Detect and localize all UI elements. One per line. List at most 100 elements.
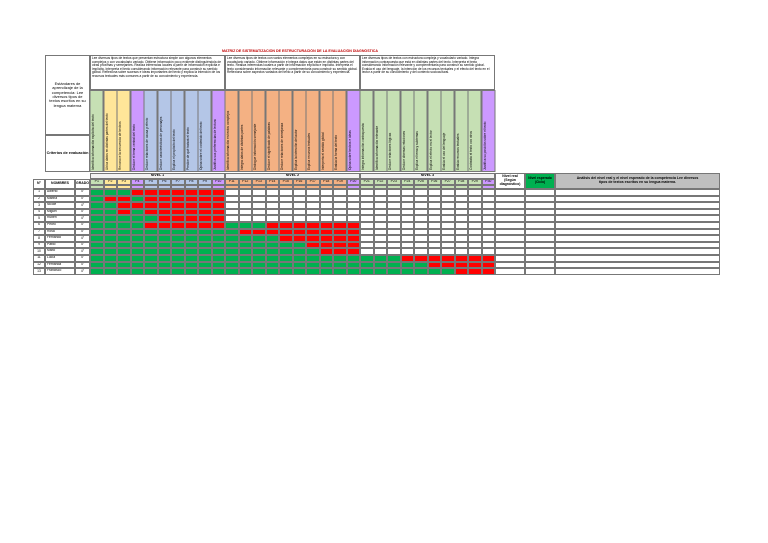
result-cell: [360, 195, 374, 203]
result-cell: [90, 241, 104, 249]
question-label: P25: [414, 179, 428, 185]
analysis-cell: [555, 261, 720, 269]
criterion: Identifica información relevante: [373, 90, 387, 172]
result-cell: [198, 228, 212, 236]
student-number: 10: [33, 248, 45, 255]
result-cell: [157, 241, 171, 249]
question-sub: [211, 185, 225, 189]
question-label: P11: [225, 179, 239, 185]
result-cell: [373, 222, 387, 229]
result-cell: [171, 228, 185, 236]
result-cell: [157, 268, 171, 275]
result-cell: [292, 268, 306, 275]
criterion: Explica recursos textuales: [306, 90, 320, 172]
result-cell: [265, 255, 279, 262]
result-cell: [279, 195, 293, 203]
result-cell: [319, 235, 333, 242]
result-cell: [103, 215, 117, 222]
result-cell: [238, 248, 252, 255]
result-cell: [427, 208, 441, 216]
question-label: P15: [279, 179, 293, 185]
result-cell: [144, 268, 158, 275]
result-cell: [360, 255, 374, 262]
result-cell: [265, 261, 279, 269]
result-cell: [130, 255, 144, 262]
result-cell: [468, 228, 482, 236]
criterion: Evalúa la forma del texto: [333, 90, 347, 172]
result-cell: [400, 241, 414, 249]
result-cell: [144, 241, 158, 249]
result-cell: [252, 255, 266, 262]
result-cell: [279, 241, 293, 249]
result-cell: [468, 208, 482, 216]
result-cell: [117, 195, 131, 203]
student-name: Fernando: [45, 235, 75, 242]
level-descriptor: Lee diversos tipos de textos con varios …: [225, 55, 360, 90]
result-cell: [400, 228, 414, 236]
result-cell: [346, 195, 360, 203]
result-cell: [306, 195, 320, 203]
real-level-cell: [495, 241, 525, 249]
result-cell: [211, 248, 225, 255]
result-cell: [373, 202, 387, 209]
student-name: Rosa: [45, 228, 75, 236]
question-sub: [333, 185, 347, 189]
real-level-cell: [495, 208, 525, 216]
question-label: P22: [373, 179, 387, 185]
criterion: Evalúa recursos textuales: [454, 90, 468, 172]
result-cell: [171, 261, 185, 269]
result-cell: [157, 261, 171, 269]
result-cell: [454, 235, 468, 242]
result-cell: [279, 235, 293, 242]
result-cell: [198, 268, 212, 275]
question-sub: [468, 185, 482, 189]
result-cell: [387, 235, 401, 242]
question-sub: [292, 185, 306, 189]
result-cell: [238, 202, 252, 209]
result-cell: [157, 195, 171, 203]
result-cell: [360, 222, 374, 229]
result-cell: [468, 261, 482, 269]
result-cell: [319, 255, 333, 262]
result-cell: [90, 195, 104, 203]
result-cell: [427, 228, 441, 236]
result-cell: [333, 241, 347, 249]
result-cell: [387, 261, 401, 269]
result-cell: [387, 241, 401, 249]
result-cell: [103, 189, 117, 196]
result-cell: [333, 195, 347, 203]
result-cell: [427, 268, 441, 275]
result-cell: [346, 189, 360, 196]
result-cell: [117, 215, 131, 222]
analysis-cell: [555, 248, 720, 255]
expected-level-cell: [525, 189, 555, 196]
student-grade: 4°: [75, 241, 90, 249]
result-cell: [360, 189, 374, 196]
criterion: Integra datos de distintas partes: [238, 90, 252, 172]
result-cell: [225, 235, 239, 242]
result-cell: [130, 195, 144, 203]
result-cell: [265, 208, 279, 216]
result-cell: [306, 222, 320, 229]
result-cell: [184, 261, 198, 269]
result-cell: [238, 222, 252, 229]
result-cell: [279, 255, 293, 262]
result-cell: [265, 228, 279, 236]
result-cell: [130, 261, 144, 269]
result-cell: [454, 189, 468, 196]
result-cell: [481, 261, 495, 269]
result-cell: [184, 189, 198, 196]
result-cell: [157, 248, 171, 255]
question-sub: [279, 185, 293, 189]
result-cell: [279, 189, 293, 196]
question-label: P3: [117, 179, 131, 185]
result-cell: [319, 208, 333, 216]
result-cell: [454, 222, 468, 229]
result-cell: [414, 268, 428, 275]
question-sub: [103, 185, 117, 189]
result-cell: [171, 208, 185, 216]
result-cell: [373, 268, 387, 275]
criterion: Distingue información semejante: [252, 90, 266, 172]
criterion: Deduce diversas relaciones: [400, 90, 414, 172]
